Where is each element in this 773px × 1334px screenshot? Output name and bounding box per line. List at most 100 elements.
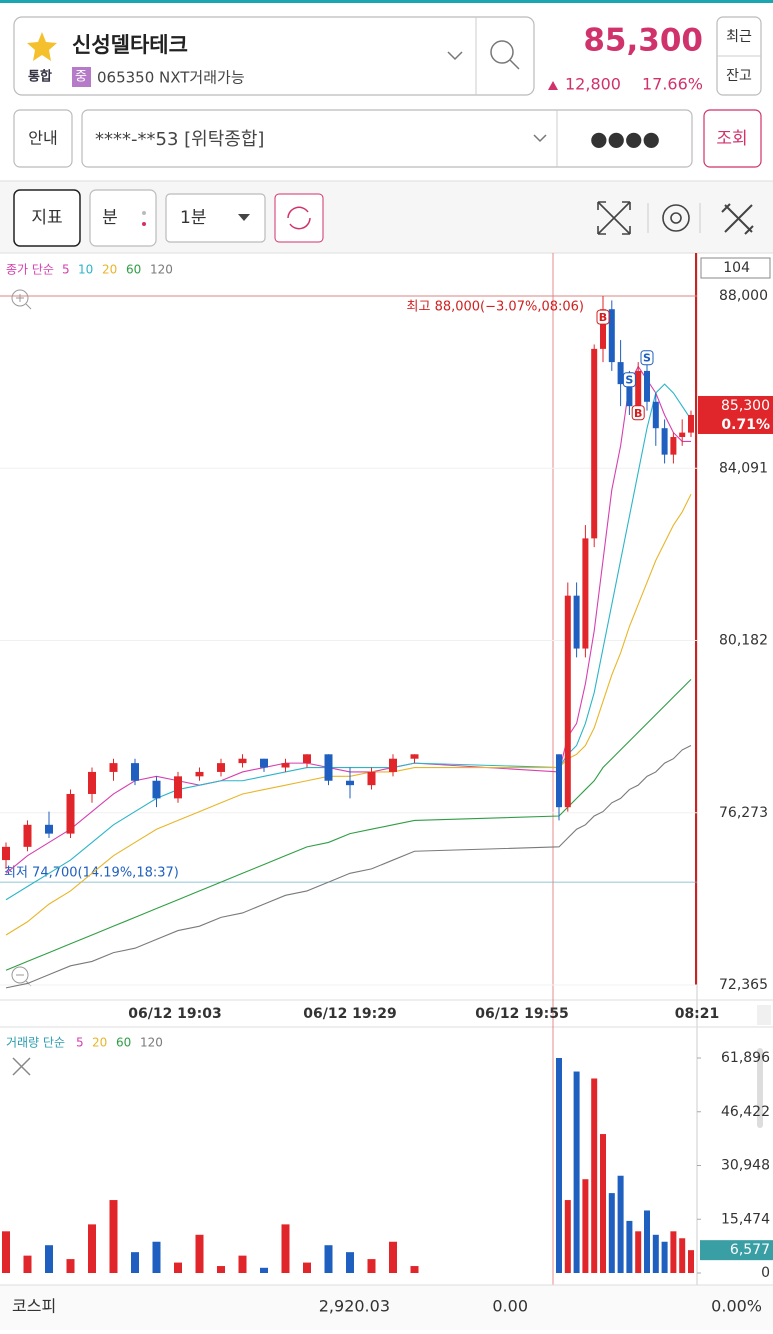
button[interactable]: 잔고 [726,68,752,84]
volume-bar [367,1259,376,1273]
y-tick-label: 0 [761,1265,770,1281]
index-value: 2,920.03 [319,1297,390,1316]
volume-bar [324,1245,333,1273]
badge-bg [72,67,91,87]
legend-item: 10 [78,263,93,277]
stock-box[interactable] [13,16,535,96]
ma-line [5,383,692,901]
x-tick-label: 08:21 [675,1006,720,1022]
volume-bar [217,1266,225,1273]
candle-body [23,824,32,847]
scrollbar[interactable] [757,1048,763,1128]
volume-bar [131,1252,139,1273]
scroll-arrow[interactable] [757,1005,771,1025]
refresh-icon [287,206,311,230]
x-tick-label: 06/12 19:03 [128,1006,222,1022]
candle-body [617,362,624,385]
ma-line [5,679,692,971]
trade-marker [640,350,654,366]
account-number: ****-**53 [위탁종합] [95,129,264,150]
candle-body [152,780,161,799]
y-tick-label: 76,273 [719,805,768,821]
period-select[interactable] [165,193,266,243]
legend-item: 20 [92,1036,107,1050]
volume-bar [389,1241,397,1273]
volume-bar [617,1175,624,1273]
footer-bg [0,1285,773,1330]
candle-body [324,754,333,781]
search-icon[interactable] [490,40,514,64]
candle-body [652,401,659,429]
badge: 중 [75,70,87,85]
volume-bar [670,1231,677,1273]
candle-body [195,771,204,777]
top-bar [0,0,773,3]
volume-bar [564,1200,571,1273]
expand-icon[interactable] [597,201,631,235]
index-rate: 0.00% [711,1297,762,1316]
zoom-in-icon[interactable] [11,289,29,307]
volume-bar [45,1245,53,1273]
candle-body [281,763,290,768]
candle-body [367,771,376,786]
query-label: 조회 [716,129,747,149]
volume-bar [281,1224,290,1273]
y-tick-label: 72,365 [719,977,768,993]
star-icon[interactable] [27,32,57,61]
unit-label: 분 [102,208,118,228]
button[interactable]: 최근 [726,29,752,45]
info-button[interactable] [13,109,73,168]
chevron[interactable] [447,51,463,61]
legend-item: 5 [76,1036,84,1050]
candle-body [600,309,606,349]
volume-bar [260,1267,268,1273]
tools-icon[interactable] [721,203,754,235]
candle-body [661,428,668,455]
y-tick-label: 46,422 [721,1104,770,1120]
change-rate: 17.66% [642,75,703,94]
candle-body [217,763,225,772]
last-volume: 6,577 [730,1242,770,1258]
volume-bar [582,1179,589,1273]
candle-body [564,595,571,808]
ma-line [5,365,691,874]
top-box [700,257,771,279]
query-button[interactable] [703,109,762,168]
candle-body [260,758,268,768]
volume-bar [600,1134,606,1273]
legend-item: 120 [140,1036,163,1050]
unit-button[interactable] [89,189,157,247]
zoom-out-icon[interactable] [11,966,29,984]
tag: 통합 [28,69,52,85]
password[interactable]: ●●●● [590,127,660,151]
indicator-button[interactable] [13,189,81,247]
dot [142,222,146,226]
volume-bar [346,1252,354,1273]
candle-body [688,414,694,433]
candle-body [346,780,354,786]
volume-bar [174,1262,182,1273]
y-tick-label: 88,000 [719,288,768,304]
change: 12,800 [565,75,621,94]
refresh-button[interactable] [274,193,324,243]
period-label: 1분 [180,208,206,228]
legend-item: 5 [62,263,70,277]
ma-line [5,494,692,936]
volume-bar [109,1200,118,1273]
volume-bar [238,1255,247,1273]
account-box[interactable] [81,109,693,168]
chevron[interactable] [533,134,547,143]
ma-line [5,744,692,989]
candle-body [626,384,633,407]
close-icon[interactable] [12,1057,31,1076]
volume-bar [195,1234,204,1273]
trade-marker-label: B [599,311,607,324]
candle-body [573,595,580,649]
candle-body [131,763,139,781]
settings-icon[interactable] [662,204,690,232]
last-volume-box [700,1240,773,1261]
candle-body [389,758,397,772]
legend-title: 종가 단순 [6,263,54,277]
legend-title: 거래량 단순 [6,1036,65,1050]
